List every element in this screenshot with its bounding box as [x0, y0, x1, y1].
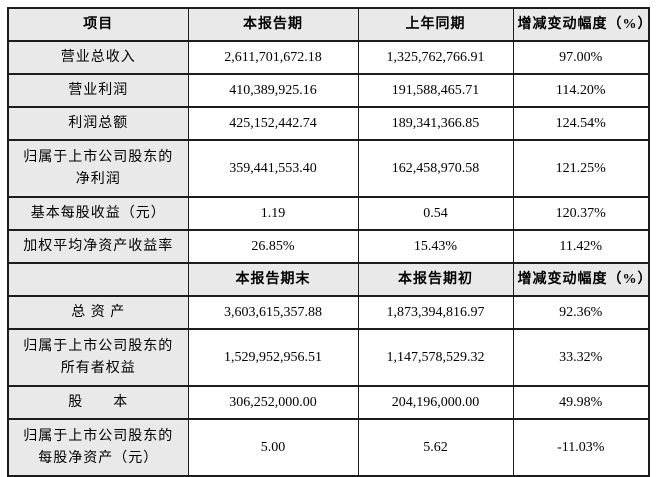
row-label: 利润总额 [7, 106, 189, 141]
current-value: 306,252,000.00 [187, 385, 359, 420]
header-period-begin: 本报告期初 [357, 262, 514, 297]
header-current-period: 本报告期 [187, 7, 359, 42]
header-row-period: 项目 本报告期 上年同期 增减变动幅度（%） [7, 7, 652, 42]
current-value: 410,389,925.16 [187, 73, 359, 108]
current-value: 26.85% [187, 229, 359, 264]
current-value: 1.19 [187, 196, 359, 231]
current-value: 425,152,442.74 [187, 106, 359, 141]
prior-value: 1,325,762,766.91 [357, 40, 514, 75]
prior-value: 0.54 [357, 196, 514, 231]
prior-value: 1,147,578,529.32 [357, 328, 514, 387]
current-value: 1,529,952,956.51 [187, 328, 359, 387]
table-row-total-assets: 总 资 产 3,603,615,357.88 1,873,394,816.97 … [7, 295, 650, 330]
financial-summary-table: 项目 本报告期 上年同期 增减变动幅度（%） 营业总收入 2,611,701,6… [7, 7, 652, 477]
row-label: 归属于上市公司股东的 净利润 [7, 139, 189, 198]
change-value: 121.25% [512, 139, 650, 198]
table-row-basic-eps: 基本每股收益（元） 1.19 0.54 120.37% [7, 196, 650, 231]
change-value: 33.32% [512, 328, 650, 387]
header-empty [7, 262, 189, 297]
row-label: 营业利润 [7, 73, 189, 108]
header-prior-period: 上年同期 [357, 7, 514, 42]
header-change-pct-2: 增减变动幅度（%） [512, 262, 652, 297]
change-value: 114.20% [512, 73, 650, 108]
prior-value: 204,196,000.00 [357, 385, 514, 420]
header-row-period-end: 本报告期末 本报告期初 增减变动幅度（%） [7, 262, 652, 297]
prior-value: 189,341,366.85 [357, 106, 514, 141]
table-row-net-profit-attributable: 归属于上市公司股东的 净利润 359,441,553.40 162,458,97… [7, 139, 650, 198]
change-value: 97.00% [512, 40, 650, 75]
change-value: 124.54% [512, 106, 650, 141]
change-value: 120.37% [512, 196, 650, 231]
row-label: 加权平均净资产收益率 [7, 229, 189, 264]
change-value: 92.36% [512, 295, 650, 330]
current-value: 3,603,615,357.88 [187, 295, 359, 330]
current-value: 2,611,701,672.18 [187, 40, 359, 75]
header-period-end: 本报告期末 [187, 262, 359, 297]
change-value: 11.42% [512, 229, 650, 264]
prior-value: 1,873,394,816.97 [357, 295, 514, 330]
row-label: 股 本 [7, 385, 189, 420]
table-row-operating-profit: 营业利润 410,389,925.16 191,588,465.71 114.2… [7, 73, 650, 108]
header-item: 项目 [7, 7, 189, 42]
change-value: -11.03% [512, 418, 650, 477]
prior-value: 5.62 [357, 418, 514, 477]
current-value: 5.00 [187, 418, 359, 477]
row-label: 归属于上市公司股东的 所有者权益 [7, 328, 189, 387]
prior-value: 191,588,465.71 [357, 73, 514, 108]
row-label: 归属于上市公司股东的 每股净资产（元） [7, 418, 189, 477]
current-value: 359,441,553.40 [187, 139, 359, 198]
change-value: 49.98% [512, 385, 650, 420]
row-label: 营业总收入 [7, 40, 189, 75]
table-row-share-capital: 股 本 306,252,000.00 204,196,000.00 49.98% [7, 385, 650, 420]
prior-value: 15.43% [357, 229, 514, 264]
table-row-weighted-roe: 加权平均净资产收益率 26.85% 15.43% 11.42% [7, 229, 650, 264]
prior-value: 162,458,970.58 [357, 139, 514, 198]
table-row-total-revenue: 营业总收入 2,611,701,672.18 1,325,762,766.91 … [7, 40, 650, 75]
table-row-total-profit: 利润总额 425,152,442.74 189,341,366.85 124.5… [7, 106, 650, 141]
table-row-owners-equity: 归属于上市公司股东的 所有者权益 1,529,952,956.51 1,147,… [7, 328, 650, 387]
table-row-net-assets-per-share: 归属于上市公司股东的 每股净资产（元） 5.00 5.62 -11.03% [7, 418, 650, 477]
row-label: 基本每股收益（元） [7, 196, 189, 231]
row-label: 总 资 产 [7, 295, 189, 330]
header-change-pct: 增减变动幅度（%） [512, 7, 652, 42]
